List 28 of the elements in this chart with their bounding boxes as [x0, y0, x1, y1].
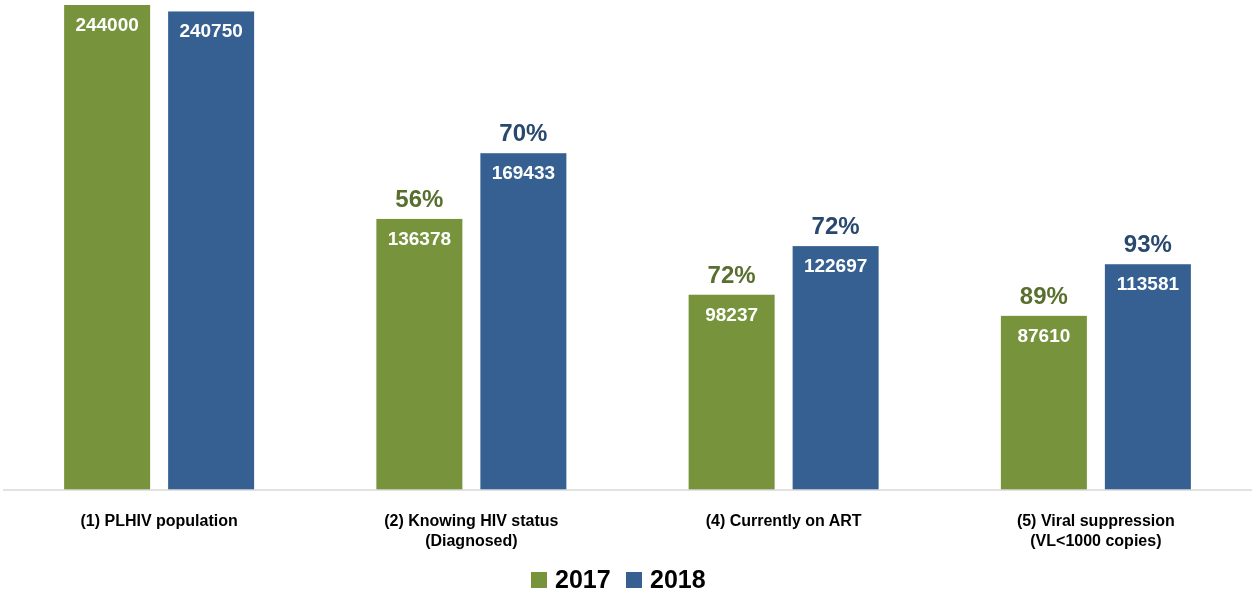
data-label: 98237 — [705, 303, 759, 325]
annotation: 56% — [395, 184, 444, 212]
legend-label: 2017 — [555, 565, 611, 593]
bar — [376, 218, 463, 490]
data-label: 240750 — [179, 20, 243, 42]
annotation: 72% — [707, 260, 756, 288]
bar — [1000, 315, 1087, 490]
x-tick-label: (1) PLHIV population — [80, 512, 238, 529]
data-label: 169433 — [491, 162, 556, 184]
legend-label: 2018 — [650, 565, 706, 593]
bar — [64, 5, 151, 490]
x-tick-label: (4) Currently on ART — [705, 512, 862, 529]
data-label: 87610 — [1017, 324, 1071, 346]
annotation: 70% — [499, 119, 548, 147]
data-label: 113581 — [1116, 273, 1180, 295]
bar — [480, 153, 567, 490]
x-tick-label: (2) Knowing HIV status (Diagnosed) — [384, 512, 559, 549]
annotation: 89% — [1019, 281, 1068, 309]
bar — [688, 294, 775, 490]
bar — [792, 246, 879, 490]
data-label: 122697 — [803, 255, 868, 277]
data-label: 136378 — [387, 227, 452, 249]
bar — [1104, 264, 1191, 490]
data-label: 244000 — [75, 14, 139, 35]
annotation: 72% — [811, 212, 860, 240]
x-tick-label: (5) Viral suppression (VL<1000 copies) — [1016, 512, 1175, 549]
annotation: 93% — [1123, 230, 1172, 258]
bar — [168, 11, 255, 490]
